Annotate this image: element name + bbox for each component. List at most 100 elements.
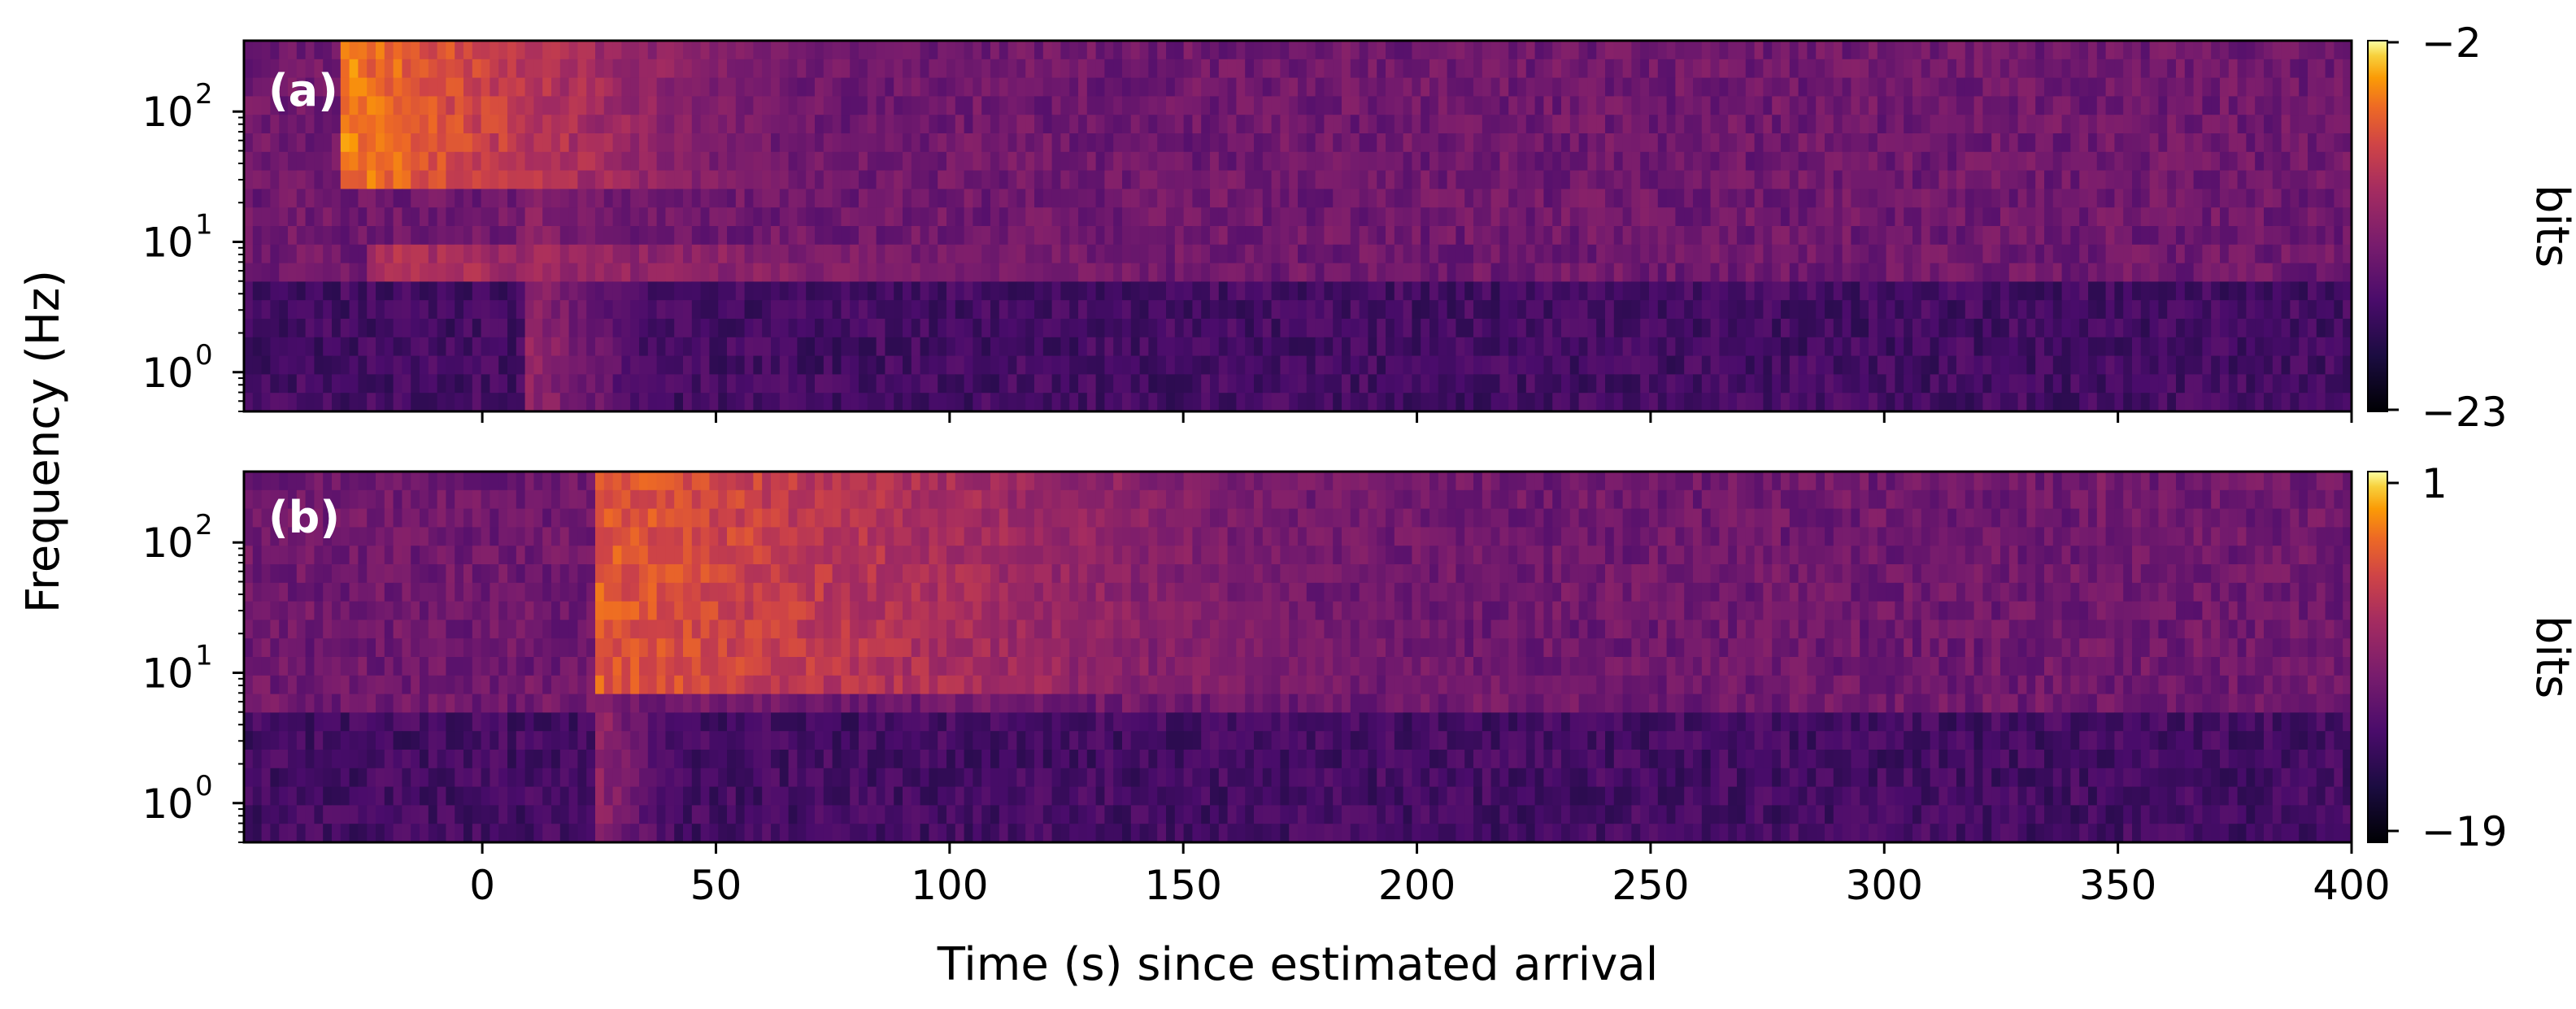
heatmap-cell bbox=[2299, 133, 2308, 153]
heatmap-cell bbox=[867, 77, 877, 97]
heatmap-cell bbox=[1482, 226, 1492, 246]
heatmap-cell bbox=[1245, 374, 1255, 394]
heatmap-cell bbox=[1693, 189, 1703, 208]
heatmap-cell bbox=[779, 374, 790, 394]
heatmap-cell bbox=[376, 226, 385, 246]
heatmap-cell bbox=[1508, 170, 1518, 189]
heatmap-cell bbox=[1113, 41, 1123, 60]
heatmap-cell bbox=[314, 393, 324, 411]
heatmap-cell bbox=[727, 300, 737, 320]
heatmap-cell bbox=[946, 319, 956, 338]
heatmap-cell bbox=[2343, 151, 2352, 172]
heatmap-cell bbox=[2061, 300, 2071, 320]
heatmap-cell bbox=[411, 337, 420, 357]
heatmap-cell bbox=[402, 355, 411, 375]
heatmap-cell bbox=[946, 115, 956, 134]
heatmap-cell bbox=[1139, 226, 1149, 246]
heatmap-cell bbox=[850, 96, 859, 115]
heatmap-cell bbox=[516, 207, 526, 227]
heatmap-cell bbox=[1394, 207, 1404, 227]
heatmap-cell bbox=[1973, 115, 1983, 134]
heatmap-cell bbox=[1640, 133, 1650, 153]
heatmap-cell bbox=[437, 151, 446, 172]
heatmap-cell bbox=[1490, 393, 1500, 411]
heatmap-cell bbox=[1271, 226, 1281, 246]
heatmap-cell bbox=[1649, 59, 1659, 79]
heatmap-cell bbox=[358, 374, 368, 394]
heatmap-cell bbox=[929, 77, 938, 97]
heatmap-cell bbox=[2061, 170, 2071, 189]
heatmap-cell bbox=[1807, 59, 1817, 79]
heatmap-cell bbox=[700, 41, 710, 60]
heatmap-cell bbox=[1973, 300, 1983, 320]
heatmap-cell bbox=[1991, 226, 2001, 246]
heatmap-cell bbox=[1342, 355, 1351, 375]
heatmap-cell bbox=[964, 189, 973, 208]
heatmap-cell bbox=[2237, 59, 2247, 79]
heatmap-cell bbox=[876, 207, 886, 227]
heatmap-cell bbox=[1745, 41, 1756, 60]
heatmap-cell bbox=[1789, 170, 1799, 189]
heatmap-cell bbox=[1359, 472, 1368, 491]
heatmap-cell bbox=[709, 337, 719, 357]
heatmap-cell bbox=[1552, 151, 1562, 172]
heatmap-cell bbox=[2334, 207, 2343, 227]
heatmap-cell bbox=[938, 472, 947, 491]
heatmap-cell bbox=[551, 133, 561, 153]
heatmap-cell bbox=[1947, 77, 1957, 97]
heatmap-cell bbox=[1816, 41, 1825, 60]
heatmap-cell bbox=[507, 151, 517, 172]
heatmap-cell bbox=[516, 244, 526, 264]
heatmap-cell bbox=[1965, 170, 1975, 189]
heatmap-cell bbox=[349, 263, 359, 282]
heatmap-cell bbox=[463, 244, 473, 264]
heatmap-cell bbox=[1333, 319, 1342, 338]
heatmap-cell bbox=[1456, 189, 1465, 208]
heatmap-cell bbox=[894, 96, 903, 115]
heatmap-cell bbox=[955, 337, 965, 357]
heatmap-cell bbox=[1069, 263, 1079, 282]
heatmap-cell bbox=[2299, 207, 2308, 227]
heatmap-cell bbox=[1262, 472, 1273, 491]
heatmap-cell bbox=[964, 281, 973, 301]
heatmap-cell bbox=[1315, 393, 1325, 411]
heatmap-cell bbox=[1306, 151, 1316, 172]
heatmap-cell bbox=[270, 263, 280, 282]
heatmap-cell bbox=[1842, 41, 1852, 60]
heatmap-cell bbox=[1701, 59, 1712, 79]
heatmap-cell bbox=[2114, 133, 2124, 153]
heatmap-cell bbox=[437, 337, 446, 357]
heatmap-cell bbox=[1982, 355, 1992, 375]
heatmap-cell bbox=[1965, 96, 1975, 115]
heatmap-cell bbox=[1666, 281, 1676, 301]
heatmap-cell bbox=[1719, 189, 1729, 208]
heatmap-cell bbox=[1218, 281, 1229, 301]
heatmap-cell bbox=[1236, 337, 1246, 357]
heatmap-cell bbox=[1421, 96, 1430, 115]
heatmap-cell bbox=[559, 355, 570, 375]
heatmap-cell bbox=[903, 41, 912, 60]
heatmap-cell bbox=[1552, 263, 1562, 282]
heatmap-cell bbox=[1851, 207, 1860, 227]
heatmap-cell bbox=[2017, 393, 2027, 411]
heatmap-cell bbox=[507, 244, 517, 264]
heatmap-cell bbox=[2149, 337, 2159, 357]
heatmap-cell bbox=[1772, 393, 1782, 411]
heatmap-cell bbox=[876, 374, 886, 394]
heatmap-cell bbox=[455, 170, 464, 189]
heatmap-cell bbox=[788, 41, 798, 60]
heatmap-cell bbox=[1631, 374, 1641, 394]
heatmap-cell bbox=[393, 77, 402, 97]
heatmap-cell bbox=[1429, 115, 1439, 134]
heatmap-cell bbox=[2176, 41, 2186, 60]
heatmap-cell bbox=[806, 300, 816, 320]
heatmap-cell bbox=[1148, 207, 1158, 227]
heatmap-cell bbox=[2272, 355, 2282, 375]
heatmap-cell bbox=[1359, 189, 1368, 208]
heatmap-cell bbox=[402, 281, 411, 301]
heatmap-cell bbox=[1904, 170, 1913, 189]
heatmap-cell bbox=[1947, 115, 1957, 134]
heatmap-cell bbox=[1807, 393, 1817, 411]
heatmap-cell bbox=[1991, 133, 2001, 153]
heatmap-cell bbox=[2316, 41, 2326, 60]
